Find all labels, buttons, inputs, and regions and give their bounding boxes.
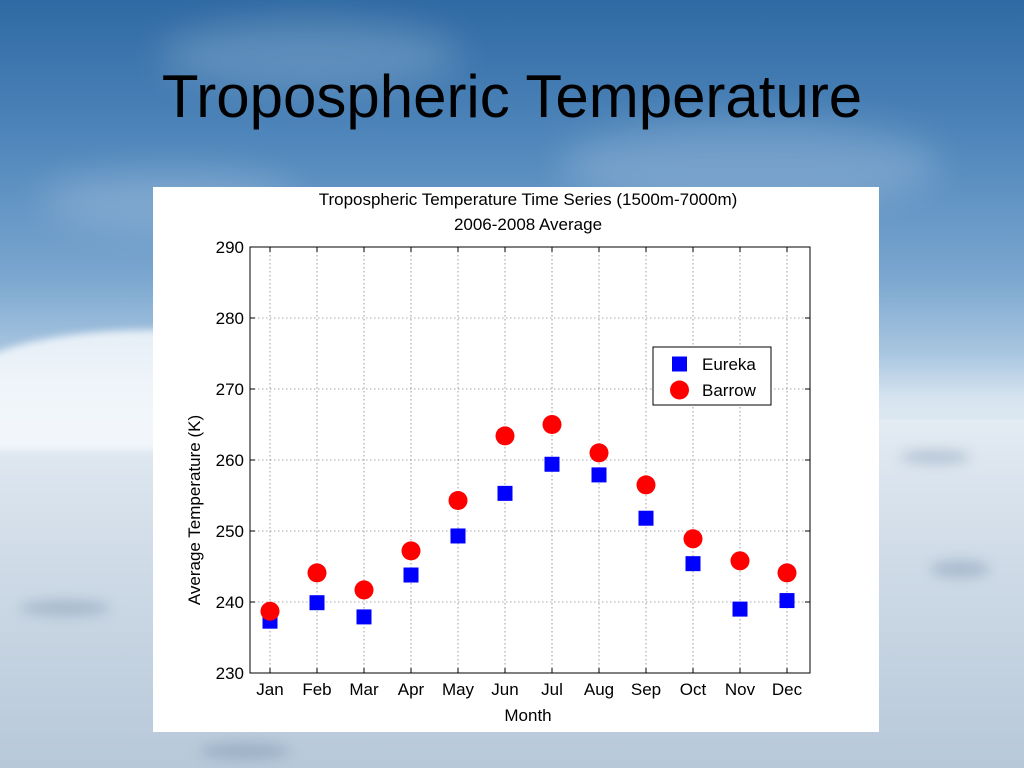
point-barrow-may [448,490,468,510]
x-tick-label: Aug [584,680,614,699]
background-rock [900,450,970,464]
point-barrow-dec [777,563,797,583]
x-tick-label: Apr [398,680,425,699]
y-tick-label: 270 [216,380,244,399]
point-barrow-feb [307,563,327,583]
point-barrow-jul [542,415,562,434]
background-rock [20,600,110,616]
point-eureka-oct [685,556,701,572]
point-eureka-jul [544,456,560,472]
x-tick-label: Nov [725,680,756,699]
x-tick-label: Jul [541,680,563,699]
x-tick-label: Dec [772,680,803,699]
y-tick-label: 290 [216,238,244,257]
chart-legend: Eureka Barrow [652,346,772,406]
legend-label-eureka: Eureka [702,355,756,374]
point-barrow-nov [730,551,750,571]
point-eureka-jun [497,485,513,501]
grid-lines [250,247,810,673]
legend-label-barrow: Barrow [702,381,757,400]
background-cloud [160,20,460,90]
y-tick-label: 280 [216,309,244,328]
y-tick-label: 240 [216,593,244,612]
chart-subtitle: 2006-2008 Average [454,215,602,234]
data-marks [260,415,797,629]
background-rock [200,742,290,760]
x-tick-label: Feb [302,680,331,699]
point-eureka-may [450,528,466,544]
point-eureka-nov [732,601,748,617]
background-rock [930,560,990,578]
x-tick-label: Oct [680,680,707,699]
y-tick-label: 230 [216,664,244,683]
legend-marker-eureka [672,356,687,372]
y-axis-label: Average Temperature (K) [185,415,204,605]
x-axis: Jan Feb Mar Apr May Jun Jul Aug Sep Oct Nov Dec [256,247,803,699]
point-eureka-sep [638,510,654,526]
point-barrow-mar [354,580,374,600]
x-tick-label: Jun [491,680,518,699]
x-tick-label: Mar [349,680,379,699]
scatter-chart: Tropospheric Temperature Time Series (15… [185,190,811,725]
point-eureka-apr [403,567,419,583]
point-eureka-dec [779,593,795,609]
x-axis-label: Month [504,706,551,725]
point-barrow-oct [683,529,703,549]
x-tick-label: Sep [631,680,661,699]
y-tick-label: 260 [216,451,244,470]
legend-marker-barrow [670,380,689,400]
x-tick-label: Jan [256,680,283,699]
point-barrow-sep [636,475,656,495]
point-eureka-aug [591,467,607,483]
y-tick-label: 250 [216,522,244,541]
chart-title: Tropospheric Temperature Time Series (15… [319,190,738,209]
point-eureka-mar [356,609,372,625]
slide-title: Tropospheric Temperature [161,63,863,130]
point-eureka-feb [309,595,325,611]
y-axis: 230 240 250 260 270 280 290 [216,238,810,683]
x-tick-label: May [442,680,475,699]
point-barrow-jun [495,426,515,446]
chart-panel: Tropospheric Temperature Time Series (15… [153,187,879,732]
point-barrow-jan [260,601,280,621]
point-barrow-apr [401,541,421,561]
point-barrow-aug [589,443,609,463]
